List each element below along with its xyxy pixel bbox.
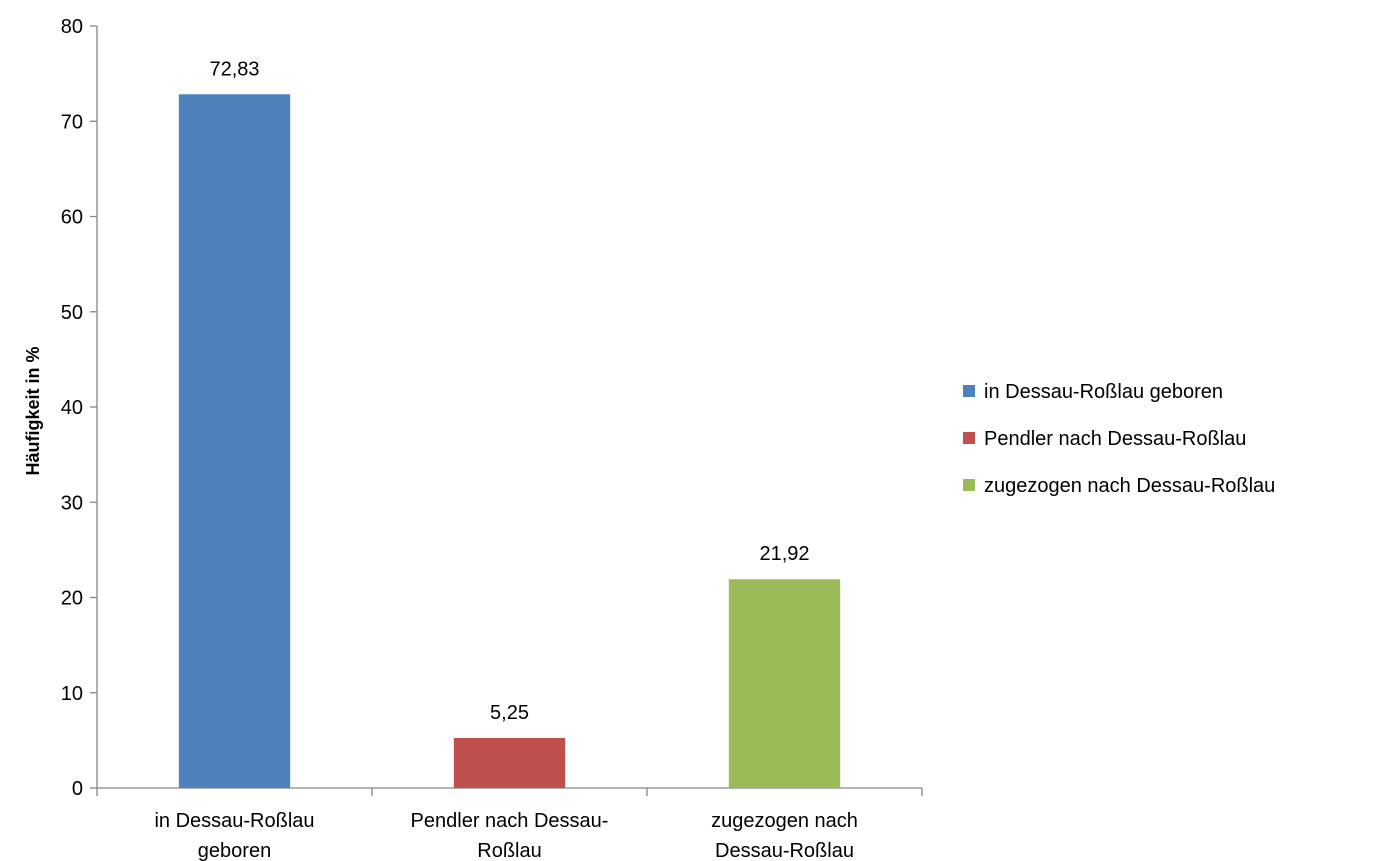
y-tick-label: 60: [61, 207, 83, 229]
x-axis: in Dessau-Roßlau geboren Pendler nach Dess…: [96, 787, 923, 861]
bar: [453, 737, 566, 788]
legend-swatch: [963, 385, 975, 397]
y-axis-title: Häufigkeit in %: [23, 346, 43, 475]
x-category-label-line: geboren: [198, 840, 271, 861]
x-category-label-line: Roßlau: [477, 840, 541, 861]
x-category-label-line: zugezogen nach: [711, 810, 858, 832]
legend: in Dessau-Roßlau geboren Pendler nach Des…: [963, 381, 1275, 497]
legend-swatch: [963, 479, 975, 491]
x-category-label: Pendler nach Dessau- Roßlau: [411, 810, 609, 861]
bar: [178, 94, 291, 788]
bar-value-label: 21,92: [759, 543, 809, 565]
bar-value-label: 72,83: [209, 58, 259, 80]
legend-label: in Dessau-Roßlau geboren: [984, 381, 1223, 403]
y-tick-label: 70: [61, 111, 83, 133]
bars: [178, 94, 841, 788]
data-labels: 72,83 5,25 21,92: [209, 58, 809, 724]
x-category-label-line: in Dessau-Roßlau: [154, 810, 314, 832]
legend-swatch: [963, 432, 975, 444]
y-tick-label: 40: [61, 397, 83, 419]
y-axis: 0 10 20 30 40 50 60 70 80: [61, 16, 98, 800]
y-tick-label: 0: [72, 778, 83, 800]
y-tick-label: 80: [61, 16, 83, 38]
bar-value-label: 5,25: [490, 702, 529, 724]
legend-label: zugezogen nach Dessau-Roßlau: [984, 475, 1275, 497]
x-category-label-line: Dessau-Roßlau: [715, 840, 854, 861]
x-category-label-line: Pendler nach Dessau-: [411, 810, 609, 832]
y-tick-label: 20: [61, 588, 83, 610]
y-tick-label: 10: [61, 683, 83, 705]
bar: [728, 579, 841, 788]
y-tick-label: 30: [61, 492, 83, 514]
x-category-label: zugezogen nach Dessau-Roßlau: [711, 810, 858, 861]
legend-label: Pendler nach Dessau-Roßlau: [984, 428, 1246, 450]
y-tick-label: 50: [61, 302, 83, 324]
x-category-label: in Dessau-Roßlau geboren: [154, 810, 314, 861]
